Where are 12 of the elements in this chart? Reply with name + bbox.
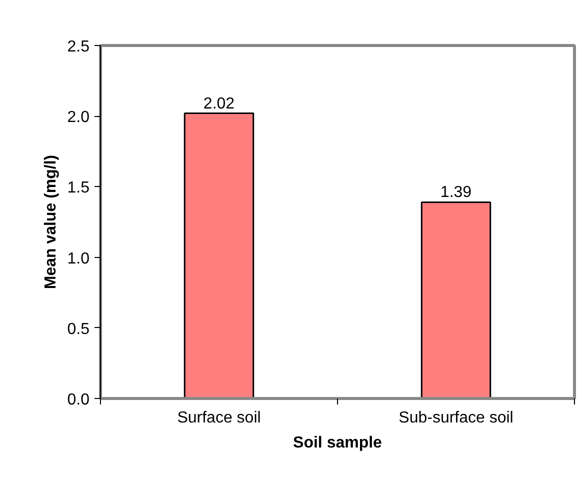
y-tick-label: 2.0 bbox=[67, 109, 90, 126]
y-tick-label: 2.5 bbox=[67, 38, 90, 56]
y-axis-title: Mean value (mg/l) bbox=[42, 154, 60, 290]
x-tick-label: Surface soil bbox=[177, 410, 261, 426]
y-tick-label: 0.5 bbox=[67, 320, 90, 338]
data-label: 2.02 bbox=[203, 95, 235, 112]
x-tick-label: Sub-surface soil bbox=[398, 410, 514, 426]
x-axis-title: Soil sample bbox=[293, 434, 382, 452]
y-tick-label: 1.0 bbox=[67, 250, 90, 268]
data-label: 1.39 bbox=[440, 184, 472, 202]
y-tick-label: 0.0 bbox=[67, 392, 90, 408]
y-tick-label: 1.5 bbox=[67, 180, 90, 197]
